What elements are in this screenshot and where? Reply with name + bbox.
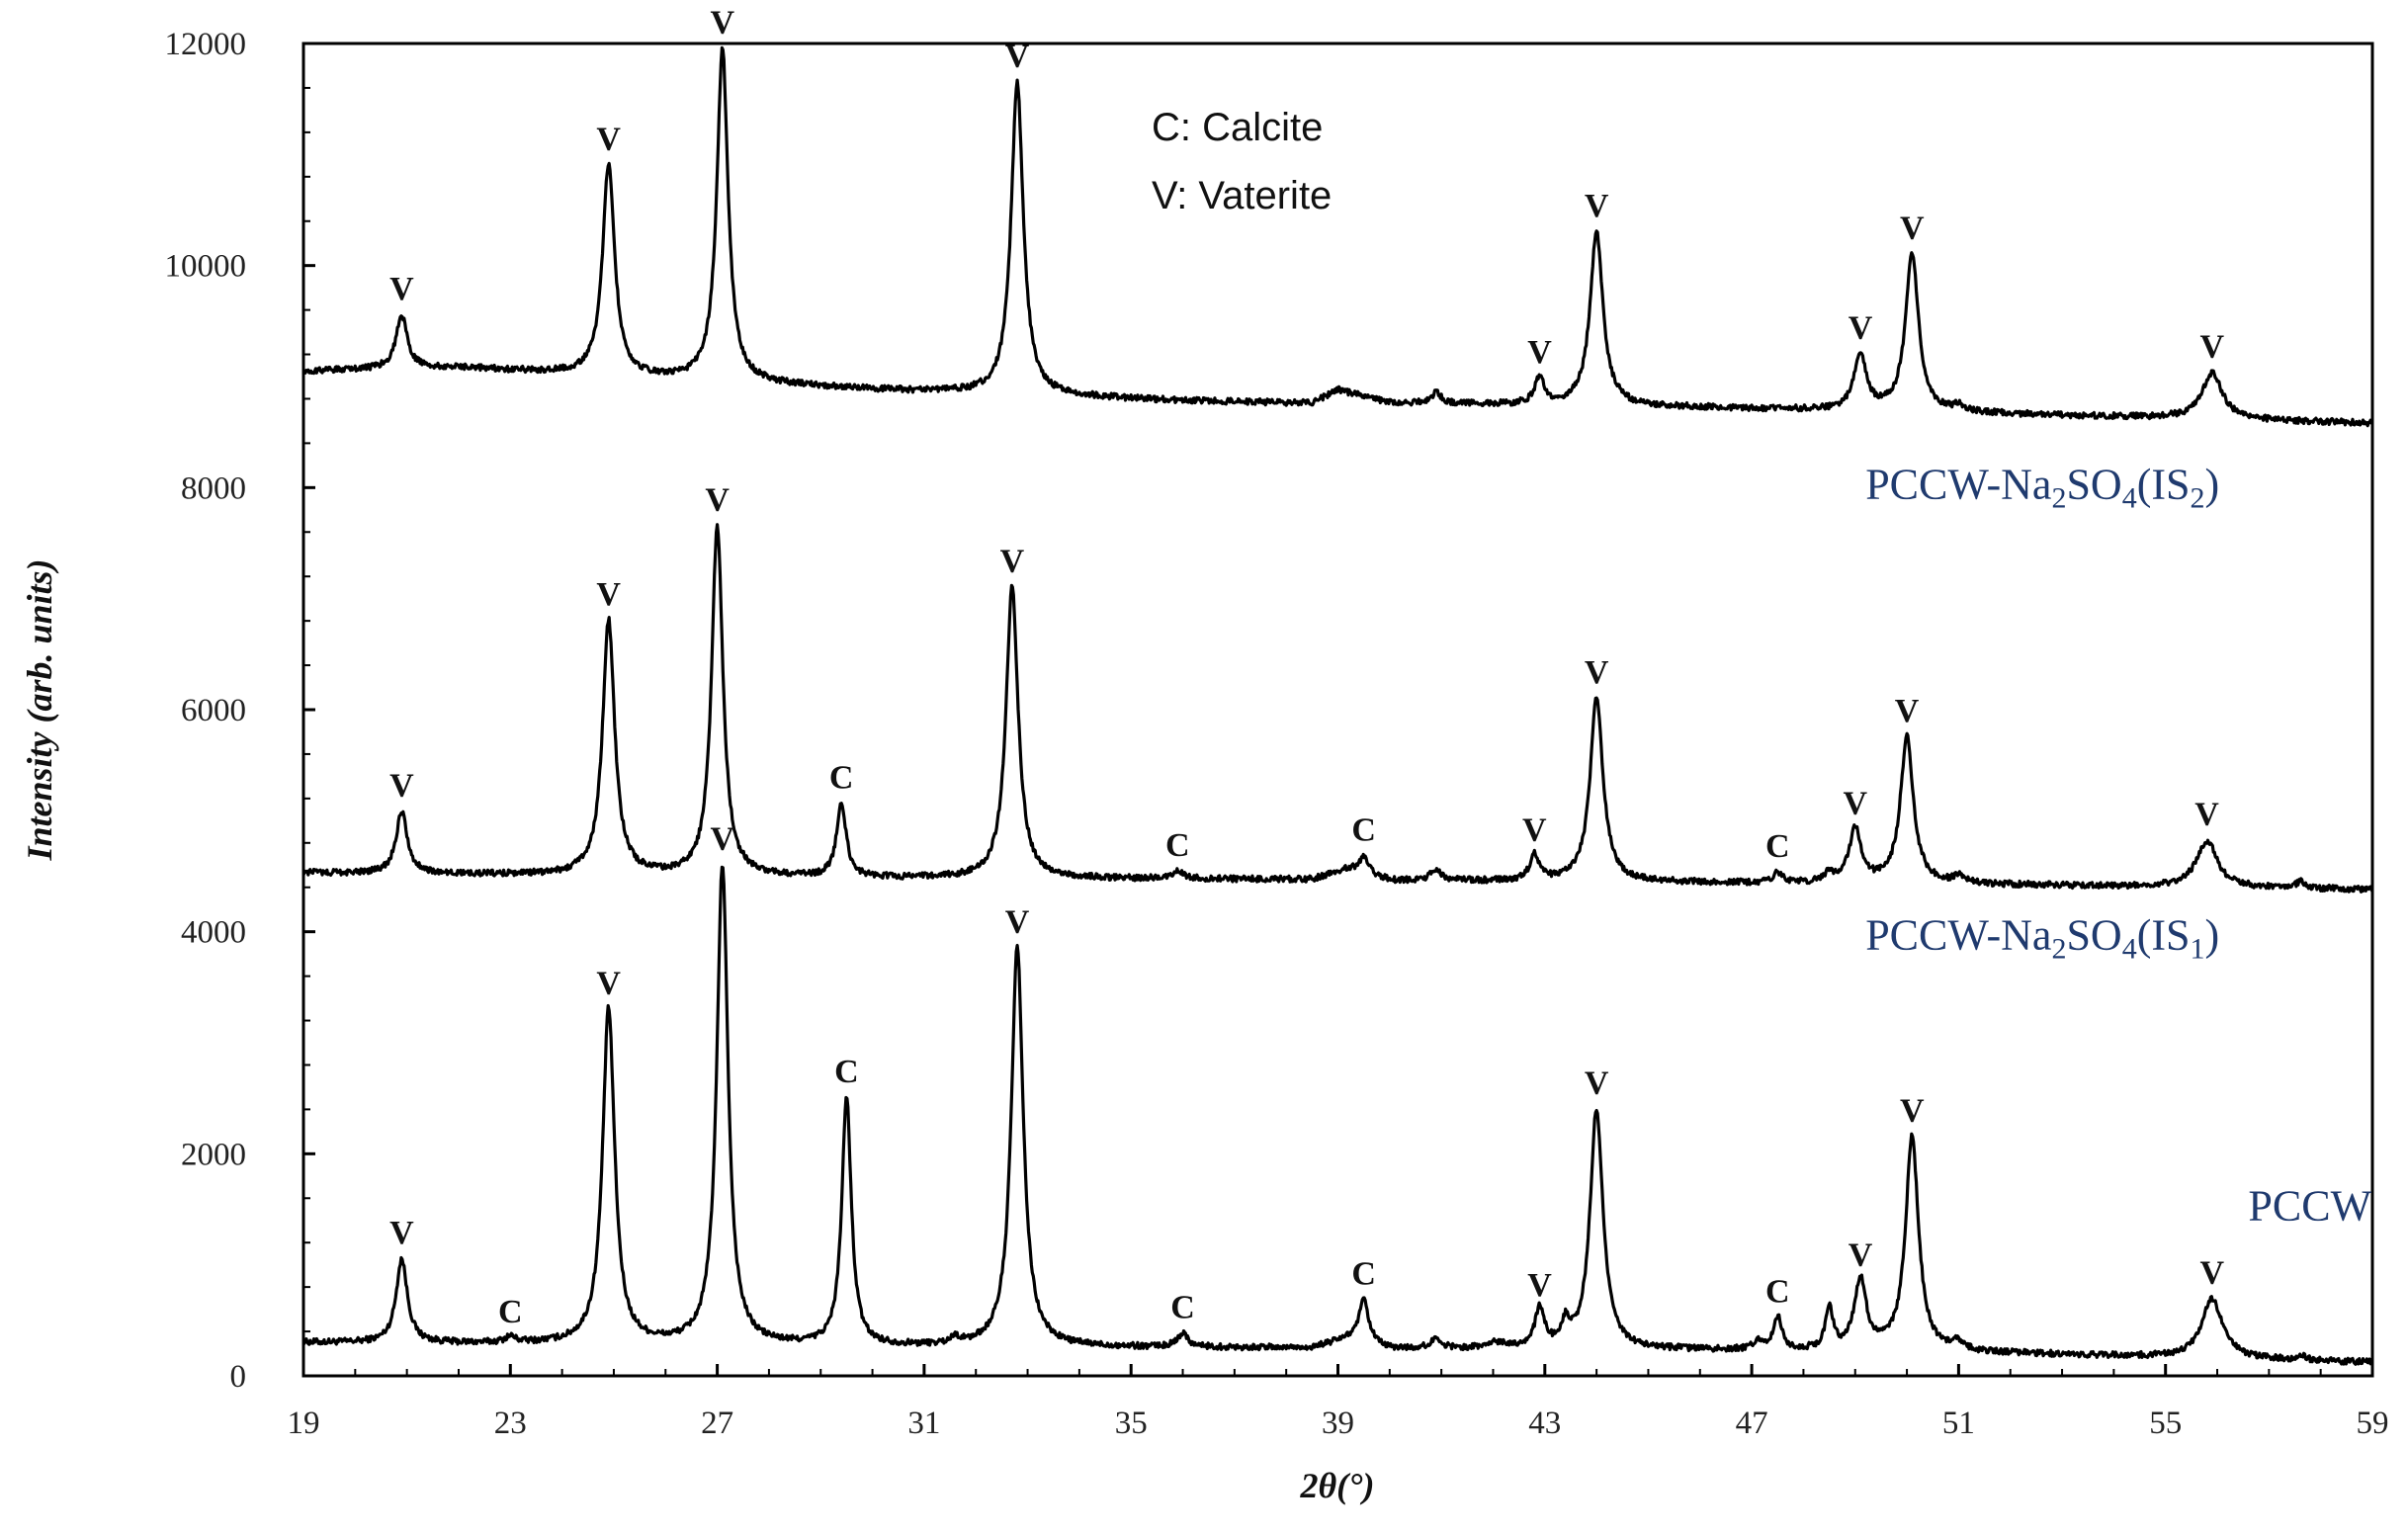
peak-label: V [711,5,735,42]
peak-label: V [1527,334,1552,371]
series-label-part: PCCW-Na [1865,911,2051,960]
tick-labels-group: 0 2000 4000 6000 8000 10000 12000 19 23 27 31 35 39 4… [165,27,2389,1441]
peak-label: V [1527,1267,1552,1304]
x-tick-label: 39 [1322,1406,1354,1441]
x-tick-label: 23 [494,1406,527,1441]
peak-label: V [1849,1237,1873,1274]
series-line [301,865,2374,1366]
x-tick-label: 31 [907,1406,940,1441]
peak-label: V [596,576,621,613]
series-label-part: SO [2066,461,2121,509]
series-label-part: PCCW-Na [1865,461,2051,509]
peak-label: V [389,767,414,804]
series-label-subscript: 2 [2051,933,2066,966]
peak-label: V [1585,1065,1609,1101]
series-line [301,45,2374,428]
peak-label: C [1351,811,1376,848]
series-label-part: SO [2066,911,2121,960]
peak-label: C [1170,1289,1195,1325]
peak-label: V [2194,797,2219,833]
peak-label: V [1522,811,1547,848]
series-label-subscript: 2 [2190,482,2204,515]
x-tick-label: 51 [1942,1406,1975,1441]
y-tick-label: 4000 [181,915,246,951]
y-tick-label: 6000 [181,693,246,728]
y-tick-label: 10000 [165,249,247,285]
peak-label: C [829,759,854,796]
peak-label: V [1585,654,1609,691]
peak-label: V [389,1215,414,1251]
series-line [301,523,2374,894]
peak-label: C [1765,1274,1790,1311]
peak-label: C [1351,1256,1376,1293]
series-label: PCCW [2248,1182,2371,1231]
peak-label: C [1765,828,1790,865]
x-tick-label: 35 [1115,1406,1148,1441]
peak-label: C [834,1054,859,1090]
series-label-subscript: 4 [2122,482,2137,515]
y-tick-label: 2000 [181,1137,246,1172]
peak-label: V [1000,543,1025,579]
series-label: PCCW-Na2SO4(IS1) [1865,911,2219,966]
axis-ticks-group [301,42,2374,1378]
x-tick-label: 43 [1528,1406,1561,1441]
peak-label: V [711,820,735,857]
peak-label: C [498,1294,523,1330]
y-tick-label: 12000 [165,27,247,62]
peak-label: V [2200,329,2225,366]
series-label-subscript: 1 [2190,933,2204,966]
peak-label: V [1900,210,1925,246]
y-tick-label: 8000 [181,470,246,506]
peak-label: V [596,965,621,1001]
peak-label: V [1849,310,1873,347]
series-label-part: PCCW [2248,1182,2371,1231]
y-tick-label: 0 [230,1359,247,1395]
series-label-subscript: 2 [2051,482,2066,515]
peak-label: C [1165,827,1190,864]
peak-label: V [596,122,621,158]
peak-label: V [1895,693,1920,729]
x-axis-title: 2θ(°) [1299,1466,1374,1505]
legend-entry-calcite: C: Calcite [1152,106,1323,149]
peak-label: V [1843,785,1867,821]
x-tick-label: 47 [1736,1406,1768,1441]
traces-group [301,45,2374,1366]
y-axis-title: Intensity (arb. units) [20,558,59,861]
series-label-part: ) [2204,461,2219,509]
legend-entry-vaterite: V: Vaterite [1152,174,1332,217]
peak-label: V [389,271,414,307]
x-tick-label: 59 [2357,1406,2389,1441]
peak-label: V [2200,1254,2225,1291]
x-tick-label: 27 [701,1406,733,1441]
peak-label: V [705,482,730,519]
series-label-part: ) [2204,911,2219,960]
x-tick-label: 19 [288,1406,320,1441]
peak-label: V [1900,1092,1925,1129]
series-label: PCCW-Na2SO4(IS2) [1865,461,2219,515]
series-label-part: (IS [2137,911,2191,960]
peak-label: V [1585,188,1609,224]
series-label-subscript: 4 [2122,933,2137,966]
x-tick-label: 55 [2149,1406,2182,1441]
peak-label: V [1005,904,1030,941]
series-label-part: (IS [2137,461,2191,509]
